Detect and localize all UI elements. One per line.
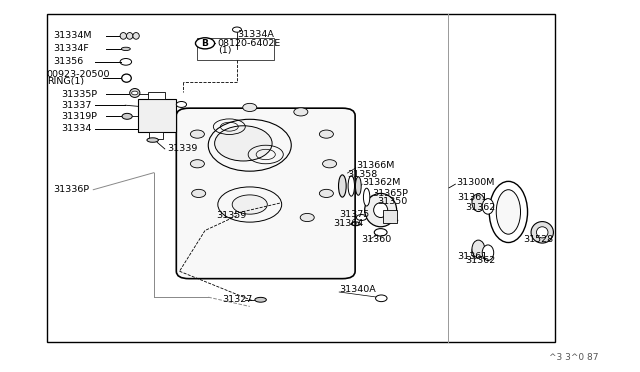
Ellipse shape [489,182,527,243]
Circle shape [195,38,214,49]
Text: 31358: 31358 [348,170,378,179]
Text: 31366M: 31366M [356,161,394,170]
Ellipse shape [365,193,397,227]
Ellipse shape [364,188,370,206]
Circle shape [176,102,186,108]
Text: 31361: 31361 [458,252,488,261]
Ellipse shape [531,222,554,243]
Bar [47,14,555,341]
Text: 31359: 31359 [216,211,246,220]
Text: 31334M: 31334M [53,31,92,41]
Text: 31327: 31327 [222,295,253,304]
Ellipse shape [130,89,140,97]
Ellipse shape [255,297,266,302]
Text: 31375: 31375 [339,211,369,219]
Text: 31528: 31528 [523,235,553,244]
Ellipse shape [127,33,133,39]
Bar [383,210,397,223]
Ellipse shape [374,203,388,218]
Circle shape [300,214,314,222]
Text: 31350: 31350 [378,197,408,206]
Text: 31334A: 31334A [237,30,274,39]
Text: 31362M: 31362M [362,178,401,187]
Text: 31337: 31337 [61,101,92,110]
Bar [148,92,166,99]
Ellipse shape [348,176,355,196]
Text: 31300M: 31300M [457,178,495,187]
Text: ^3 3^0 87: ^3 3^0 87 [548,353,598,362]
Text: 31356: 31356 [53,57,83,66]
Circle shape [294,108,308,116]
Text: 31319P: 31319P [61,112,97,121]
Circle shape [132,91,138,95]
Text: 31362: 31362 [465,256,495,265]
Ellipse shape [133,33,140,39]
Text: 31364: 31364 [333,219,363,228]
Text: 31335P: 31335P [61,90,97,99]
Text: 31361: 31361 [458,193,488,202]
Ellipse shape [482,199,493,214]
Text: B: B [202,39,209,48]
Ellipse shape [122,47,131,51]
Bar [138,99,176,132]
Circle shape [122,113,132,119]
Text: RING(1): RING(1) [47,77,84,86]
Ellipse shape [472,194,484,212]
Text: 31339: 31339 [167,144,197,153]
Circle shape [319,130,333,138]
Ellipse shape [339,175,346,197]
Bar [149,132,163,138]
FancyBboxPatch shape [176,108,355,279]
Ellipse shape [147,138,159,142]
Text: 31365P: 31365P [372,189,408,198]
Circle shape [232,27,241,32]
Ellipse shape [214,126,272,161]
Text: 08120-6402E: 08120-6402E [218,39,281,48]
Circle shape [243,103,257,112]
Text: 31340A: 31340A [339,285,376,294]
Ellipse shape [496,190,520,234]
Ellipse shape [482,245,493,260]
Text: 00923-20500: 00923-20500 [47,70,110,79]
Circle shape [190,160,204,168]
Text: (1): (1) [218,46,231,55]
Circle shape [191,189,205,198]
Circle shape [319,189,333,198]
Ellipse shape [355,177,361,195]
Circle shape [376,295,387,302]
Circle shape [190,130,204,138]
Circle shape [323,160,337,168]
Text: 31360: 31360 [362,235,392,244]
Text: 31362: 31362 [465,203,495,212]
Text: 31336P: 31336P [53,185,89,194]
Text: 31334: 31334 [61,124,92,133]
Bar [197,38,274,60]
Circle shape [356,215,367,221]
Ellipse shape [232,195,268,214]
Text: 31334F: 31334F [53,44,89,53]
Ellipse shape [536,227,548,238]
Ellipse shape [120,33,127,39]
Ellipse shape [472,240,484,258]
